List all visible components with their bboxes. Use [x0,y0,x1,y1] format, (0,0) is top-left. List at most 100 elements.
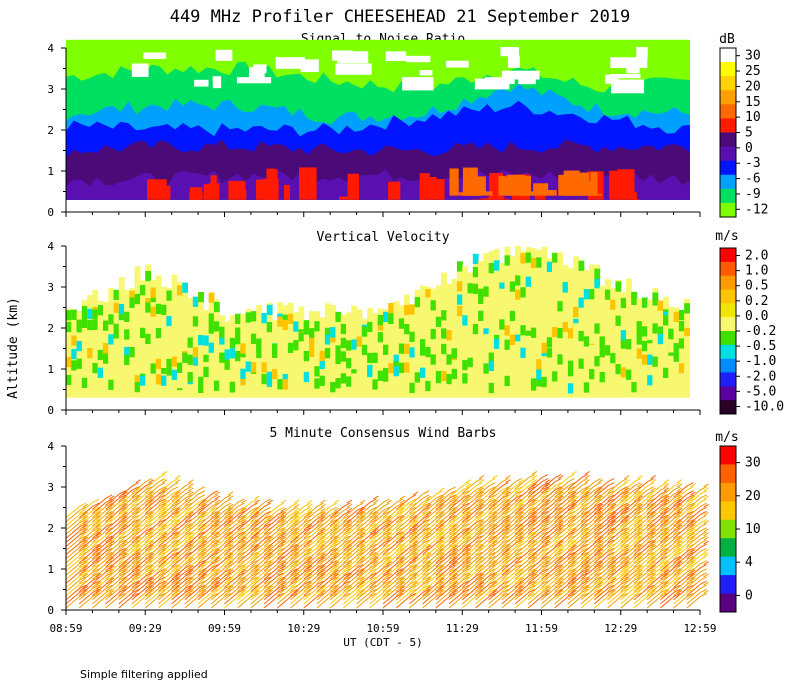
barb-flag [158,482,166,487]
wind-barb [369,556,390,572]
barb-flag [198,588,205,593]
wind-barb [422,536,445,556]
barb-staff [541,522,556,535]
barb-staff [475,550,490,564]
barb-staff [580,530,596,543]
barb-half-flag [227,491,234,496]
vv-cell [356,342,363,353]
wind-barb [329,539,351,556]
wind-barb [263,506,285,523]
barb-flag [92,502,100,507]
barb-staff [527,591,543,605]
wind-barb [131,523,153,539]
barb-staff [316,587,332,601]
barb-staff [369,538,384,551]
barb-flag [475,580,483,585]
vv-column [293,312,299,398]
barb-staff [554,530,569,543]
vv-column [520,251,527,398]
barb-staff [527,501,543,515]
wind-barb [580,516,604,535]
wind-barb [78,581,102,601]
barb-staff [422,550,437,564]
vv-cell [615,315,622,326]
barb-half-flag [135,557,141,562]
barb-half-flag [452,495,458,500]
barb-half-flag [174,581,181,586]
barb-staff [131,575,147,588]
barb-staff [554,587,569,601]
barb-half-flag [386,561,392,566]
barb-staff [527,538,543,551]
barb-flag [607,523,615,528]
wind-barb [501,564,522,580]
barb-flag [409,531,417,536]
vv-column [377,308,384,398]
barb-flag [356,510,364,515]
wind-barb [78,516,102,535]
wind-barb [554,515,575,531]
barb-flag [330,502,337,507]
barb-flag [370,515,377,519]
barb-staff [527,497,543,510]
vv-cell [118,320,125,331]
wind-barb [316,589,340,609]
barb-staff [501,587,516,601]
wind-barb [461,510,483,527]
barb-flag [343,519,351,524]
barb-staff [277,509,292,523]
vv-column [245,308,252,398]
barb-staff [633,591,649,605]
vv-cell [567,328,574,339]
vv-column [182,284,189,398]
barb-half-flag [293,544,300,549]
wind-barb [580,494,602,510]
barb-staff [554,501,569,515]
barb-flag [198,502,205,507]
wind-barb [382,556,404,572]
barb-staff [131,559,147,572]
barb-half-flag [399,569,406,574]
barb-flag [449,494,456,499]
barb-flag [119,494,126,499]
wind-barb [475,581,498,601]
barb-flag [105,568,113,573]
wind-barb [461,499,485,519]
wind-barb [554,589,577,609]
barb-flag [568,576,575,581]
barb-flag [502,560,509,565]
wind-barb [316,499,340,519]
barb-staff [78,567,94,580]
barb-staff [78,583,94,597]
wind-barb [92,531,113,547]
barb-staff [250,563,266,576]
barb-flag [79,572,87,577]
wind-barb [488,544,511,564]
barb-staff [158,509,173,523]
barb-flag [370,580,377,585]
vv-cell [525,252,532,263]
barb-flag [462,547,470,552]
barb-staff [78,526,94,539]
wind-barb [131,569,155,588]
wind-barb [594,502,615,519]
wind-barb [435,585,458,605]
wind-barb [290,548,313,568]
barb-staff [184,518,199,531]
barb-flag [594,572,602,577]
wind-barb [105,520,128,539]
vv-cell [636,321,643,332]
barb-half-flag [544,536,551,541]
wind-barb [263,512,287,531]
wind-barb [422,572,443,588]
barb-flag [158,478,166,483]
barb-staff [105,559,120,572]
wind-barb [567,592,588,609]
wind-barb [131,589,155,609]
barb-half-flag [148,512,155,516]
vv-cell [393,354,400,365]
wind-barb [448,592,470,609]
wind-barb [316,535,337,551]
wind-barb [343,499,366,519]
vv-cell [66,321,72,333]
